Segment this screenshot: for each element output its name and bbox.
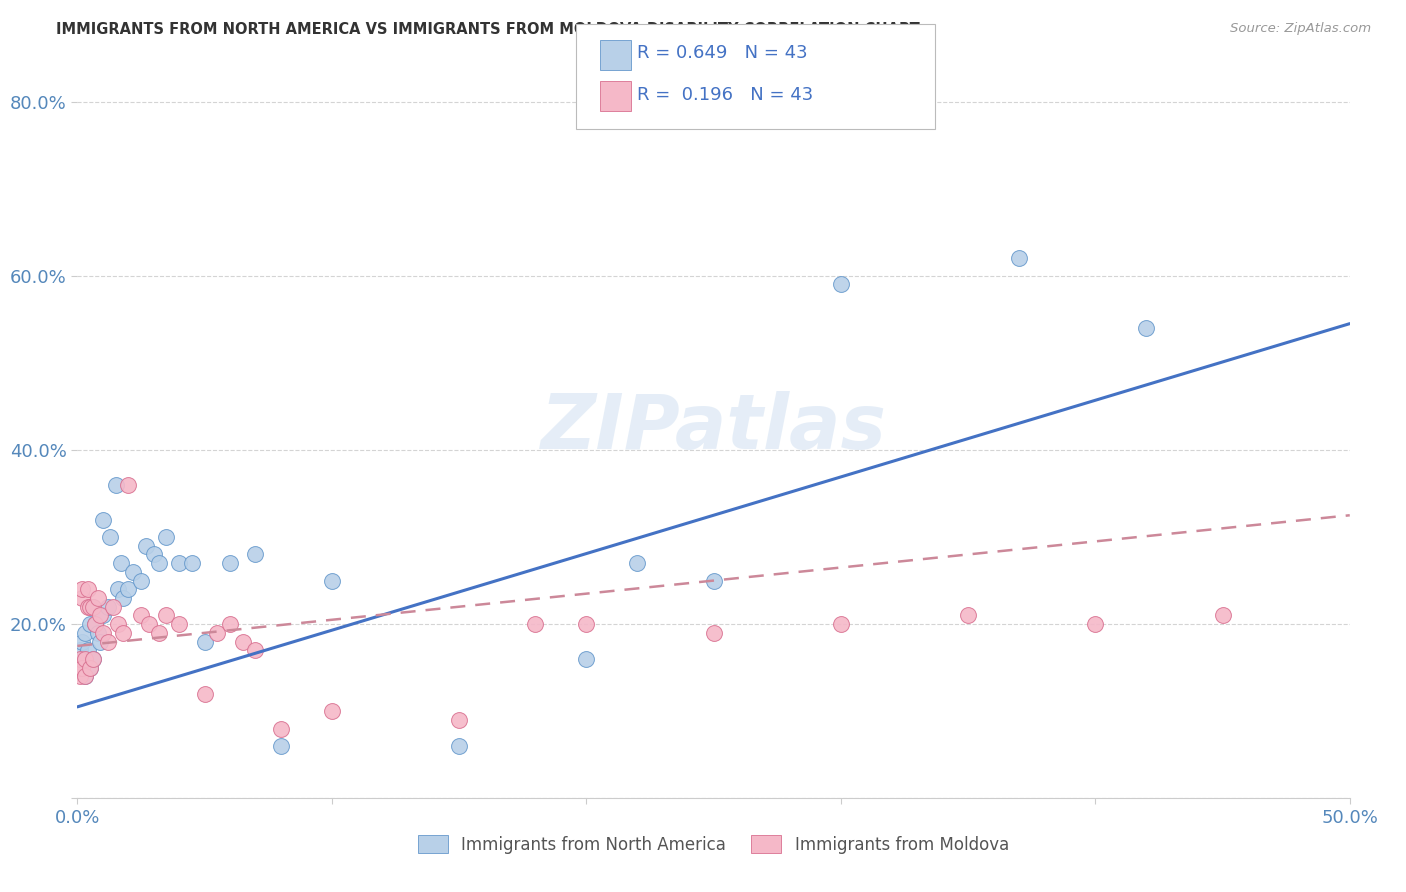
Point <box>97 599 120 614</box>
Text: ZIPatlas: ZIPatlas <box>540 392 887 465</box>
Point <box>73 652 96 666</box>
Point <box>112 591 135 605</box>
Point <box>76 582 98 597</box>
Point <box>117 477 139 491</box>
Point <box>72 661 94 675</box>
Point <box>104 477 127 491</box>
Point <box>245 643 267 657</box>
Point <box>69 669 91 683</box>
Point <box>138 617 160 632</box>
Point <box>167 556 190 570</box>
Point <box>69 661 91 675</box>
Point <box>129 608 152 623</box>
Point <box>82 599 104 614</box>
Point <box>91 608 114 623</box>
Point <box>1084 617 1107 632</box>
Point <box>155 530 177 544</box>
Point <box>84 617 107 632</box>
Point <box>69 643 91 657</box>
Point <box>86 591 108 605</box>
Text: R =  0.196   N = 43: R = 0.196 N = 43 <box>637 86 813 103</box>
Point <box>575 617 598 632</box>
Point <box>155 608 177 623</box>
Point <box>112 625 135 640</box>
Point <box>122 565 145 579</box>
Point <box>1135 321 1157 335</box>
Point <box>575 652 598 666</box>
Point <box>1008 252 1031 266</box>
Point <box>86 625 108 640</box>
Point <box>194 634 217 648</box>
Point <box>69 661 91 675</box>
Point <box>91 625 114 640</box>
Point <box>89 608 111 623</box>
Point <box>110 556 132 570</box>
Point <box>100 530 122 544</box>
Point <box>82 652 104 666</box>
Point <box>1212 608 1234 623</box>
Point <box>72 634 94 648</box>
Text: IMMIGRANTS FROM NORTH AMERICA VS IMMIGRANTS FROM MOLDOVA DISABILITY CORRELATION : IMMIGRANTS FROM NORTH AMERICA VS IMMIGRA… <box>56 22 920 37</box>
Point <box>270 722 292 736</box>
Text: R = 0.649   N = 43: R = 0.649 N = 43 <box>637 44 807 62</box>
Legend: Immigrants from North America, Immigrants from Moldova: Immigrants from North America, Immigrant… <box>412 829 1015 861</box>
Point <box>72 582 94 597</box>
Point <box>830 617 852 632</box>
Point <box>117 582 139 597</box>
Point <box>321 704 343 718</box>
Point <box>79 661 101 675</box>
Point <box>79 661 101 675</box>
Point <box>148 625 170 640</box>
Point <box>82 599 104 614</box>
Point <box>73 669 96 683</box>
Point <box>76 643 98 657</box>
Point <box>101 599 124 614</box>
Point <box>703 574 725 588</box>
Text: Source: ZipAtlas.com: Source: ZipAtlas.com <box>1230 22 1371 36</box>
Point <box>148 556 170 570</box>
Point <box>626 556 648 570</box>
Point <box>142 548 165 562</box>
Point <box>207 625 229 640</box>
Point <box>232 634 254 648</box>
Point <box>703 625 725 640</box>
Point <box>180 556 202 570</box>
Point <box>76 599 98 614</box>
Point <box>129 574 152 588</box>
Point <box>447 739 470 753</box>
Point <box>91 513 114 527</box>
Point <box>219 556 242 570</box>
Point <box>79 599 101 614</box>
Point <box>73 669 96 683</box>
Point <box>72 652 94 666</box>
Point <box>447 713 470 727</box>
Point <box>84 617 107 632</box>
Point <box>97 634 120 648</box>
Point <box>167 617 190 632</box>
Point <box>69 652 91 666</box>
Point <box>72 591 94 605</box>
Point <box>73 625 96 640</box>
Point <box>957 608 980 623</box>
Point <box>321 574 343 588</box>
Point <box>219 617 242 632</box>
Point <box>524 617 547 632</box>
Point <box>82 652 104 666</box>
Point <box>89 634 111 648</box>
Point <box>245 548 267 562</box>
Point <box>135 539 157 553</box>
Point <box>830 277 852 292</box>
Point <box>107 617 129 632</box>
Point <box>107 582 129 597</box>
Point <box>194 687 217 701</box>
Point <box>79 617 101 632</box>
Point <box>270 739 292 753</box>
